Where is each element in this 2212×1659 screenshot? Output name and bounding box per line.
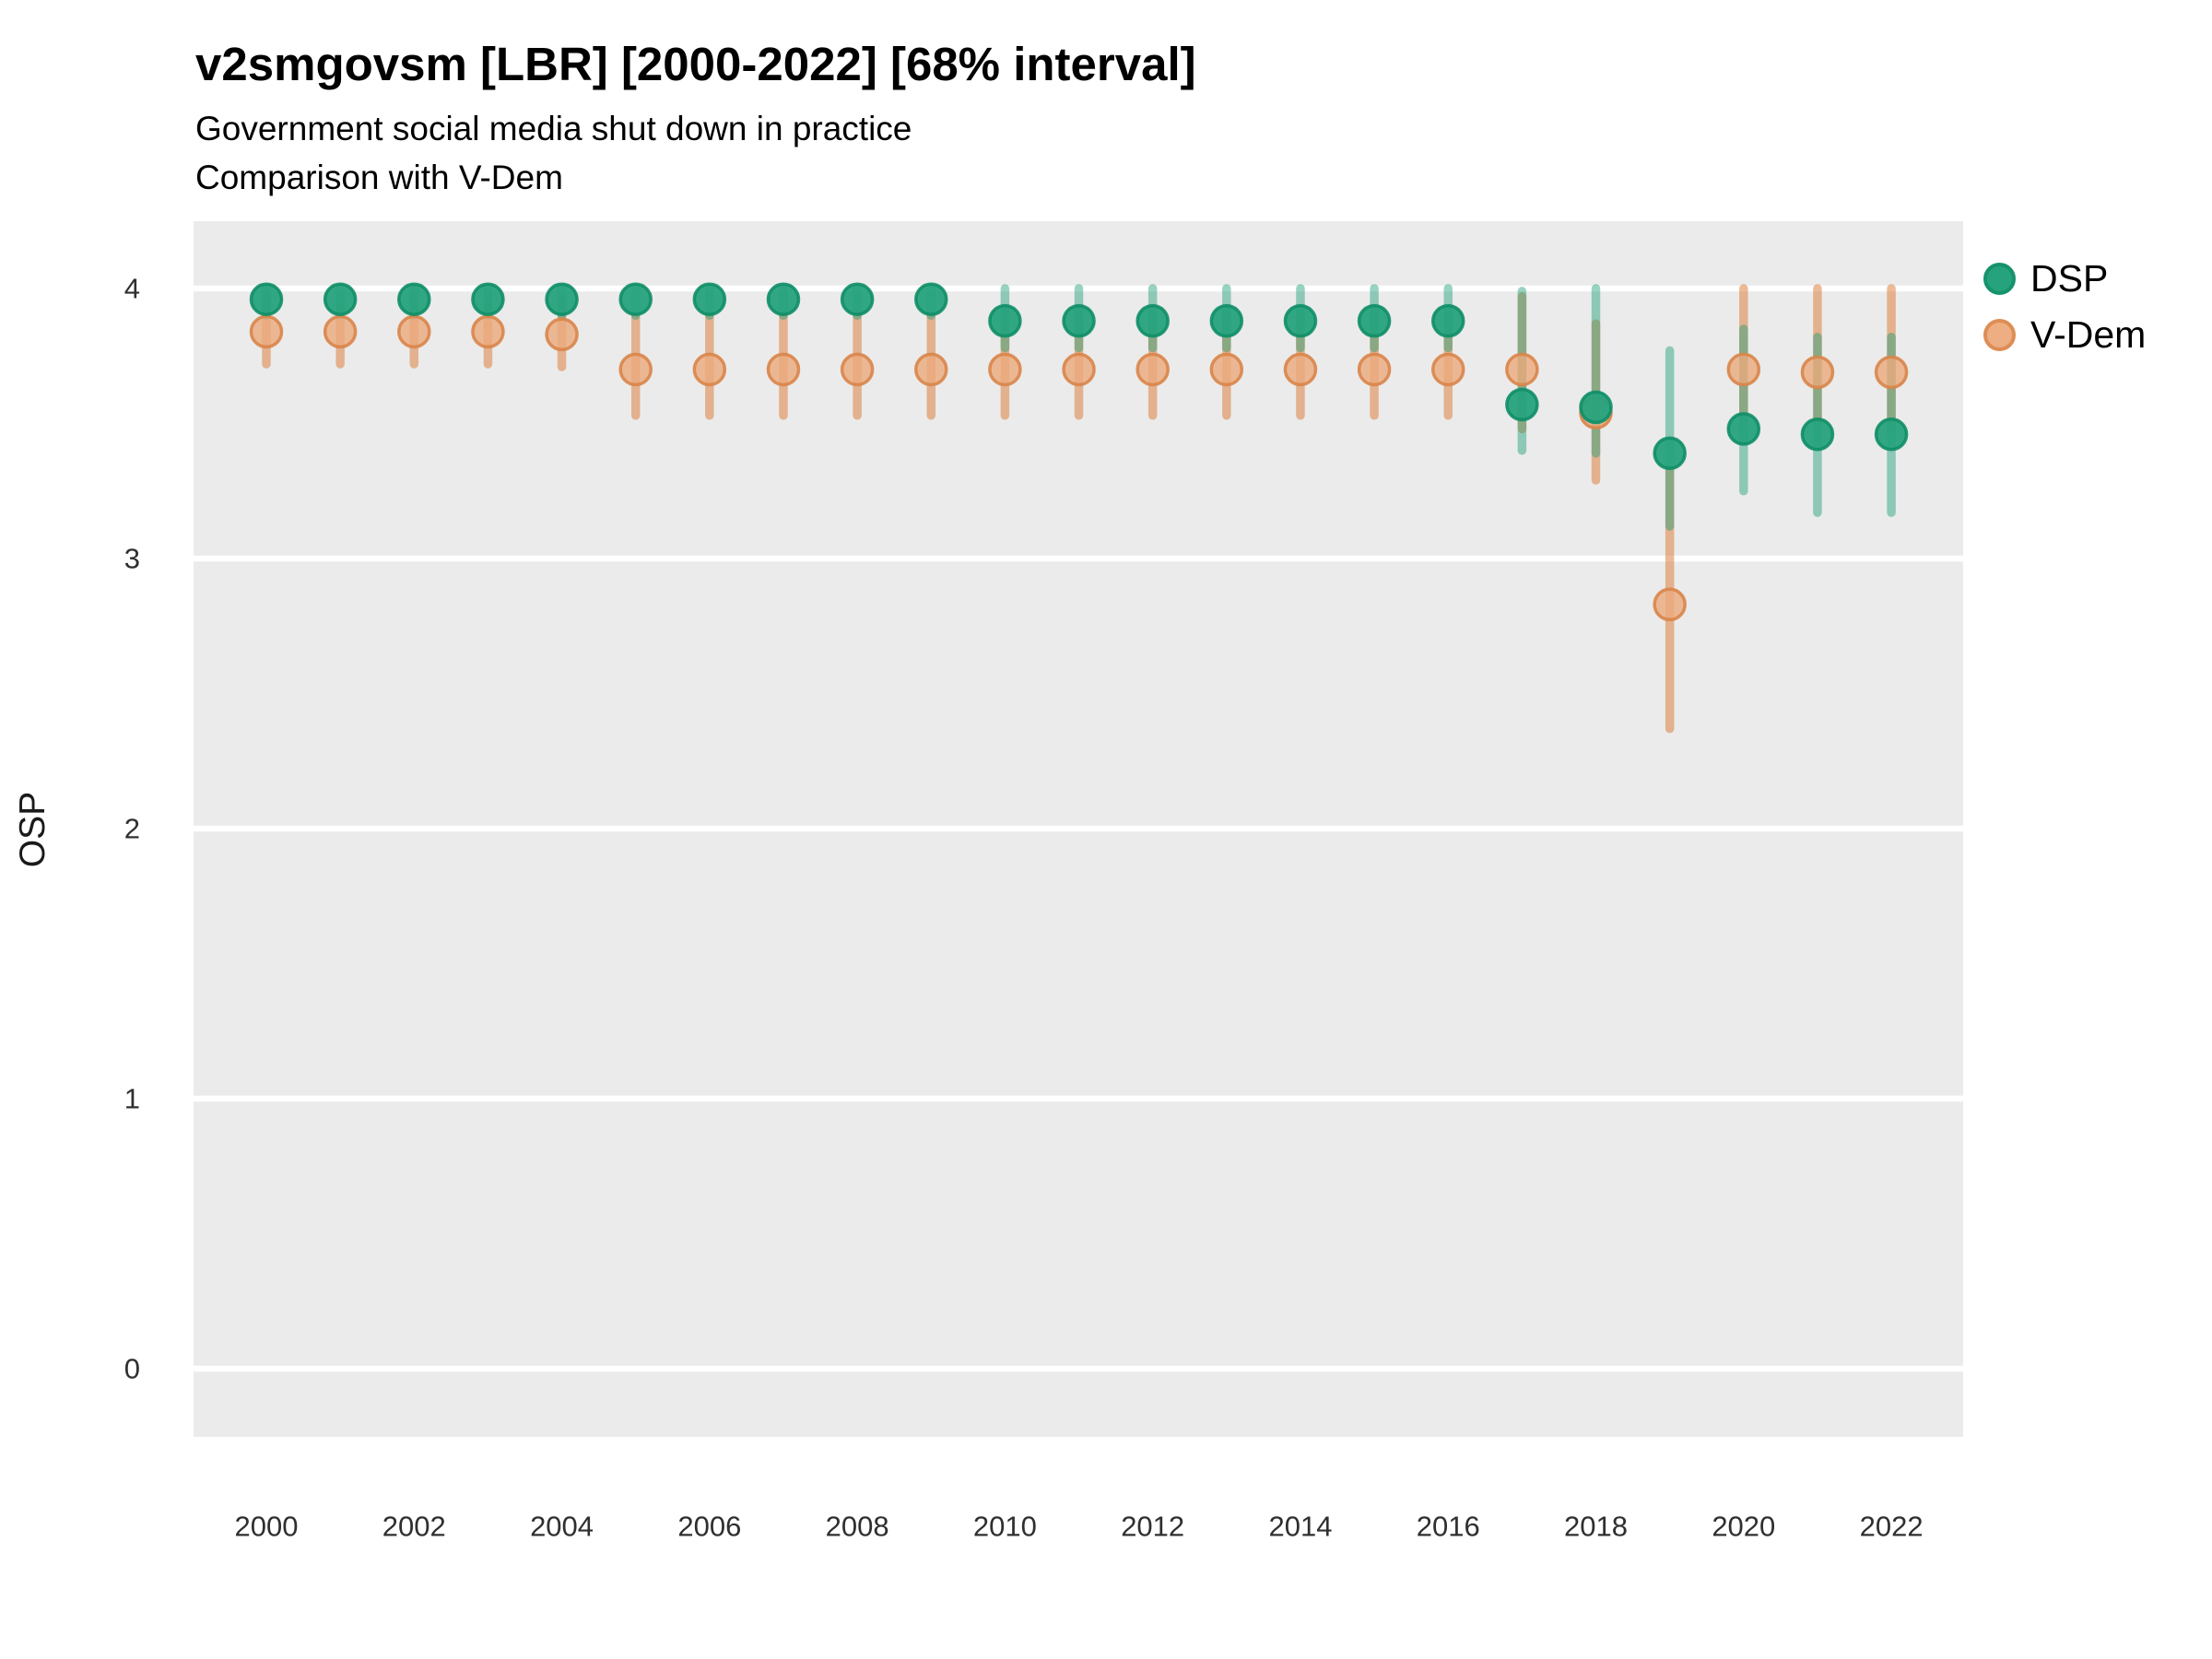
vdem-legend-dot-icon xyxy=(1983,319,2016,351)
v-dem-point xyxy=(1135,352,1170,387)
y-tick-label: 4 xyxy=(124,273,140,305)
v-dem-point xyxy=(471,314,505,349)
chart-header: v2smgovsm [LBR] [2000-2022] [68% interva… xyxy=(195,41,1196,88)
dsp-point xyxy=(249,282,284,316)
dsp-point xyxy=(988,303,1022,338)
legend-label-vdem: V-Dem xyxy=(2030,313,2147,356)
y-tick-label: 0 xyxy=(124,1353,140,1385)
dsp-point xyxy=(397,282,431,316)
legend-item-dsp: DSP xyxy=(1983,251,2146,307)
dsp-point xyxy=(1062,303,1096,338)
dsp-point xyxy=(1800,417,1835,452)
dsp-point xyxy=(545,282,579,316)
dsp-point xyxy=(766,282,801,316)
v-dem-point xyxy=(1430,352,1465,387)
v-dem-point xyxy=(1505,352,1539,387)
dsp-point xyxy=(323,282,358,316)
dsp-point xyxy=(1357,303,1392,338)
x-tick-label: 2012 xyxy=(1121,1511,1184,1543)
v-dem-point xyxy=(1653,587,1687,622)
v-dem-point xyxy=(1357,352,1392,387)
dsp-point xyxy=(692,282,727,316)
v-dem-point xyxy=(323,314,358,349)
v-dem-point xyxy=(618,352,653,387)
dsp-point xyxy=(1505,387,1539,422)
v-dem-point xyxy=(766,352,801,387)
dsp-point xyxy=(1283,303,1318,338)
v-dem-point xyxy=(397,314,431,349)
chart-subtitle: Government social media shut down in pra… xyxy=(195,110,912,147)
y-axis-tick-labels: 4 3 2 1 0 xyxy=(124,273,140,1385)
v-dem-point xyxy=(1800,355,1835,390)
v-dem-point xyxy=(988,352,1022,387)
v-dem-point xyxy=(1062,352,1096,387)
v-dem-point xyxy=(692,352,727,387)
dsp-point xyxy=(1135,303,1170,338)
y-tick-label: 3 xyxy=(124,543,140,575)
y-tick-label: 2 xyxy=(124,813,140,845)
x-tick-label: 2018 xyxy=(1564,1511,1628,1543)
legend: DSP V-Dem xyxy=(1983,251,2146,363)
x-tick-label: 2016 xyxy=(1417,1511,1480,1543)
x-tick-label: 2010 xyxy=(973,1511,1037,1543)
dsp-point xyxy=(1653,436,1687,470)
dsp-point xyxy=(840,282,875,316)
x-tick-label: 2008 xyxy=(826,1511,889,1543)
dsp-point xyxy=(1430,303,1465,338)
dsp-point xyxy=(618,282,653,316)
dsp-point xyxy=(471,282,505,316)
v-dem-point xyxy=(1283,352,1318,387)
x-tick-label: 2000 xyxy=(235,1511,299,1543)
data-points xyxy=(249,282,1909,622)
x-tick-label: 2004 xyxy=(530,1511,594,1543)
dsp-point xyxy=(1579,390,1613,425)
v-dem-point xyxy=(1726,352,1761,387)
legend-label-dsp: DSP xyxy=(2030,257,2109,300)
v-dem-point xyxy=(1874,355,1909,390)
dsp-point xyxy=(1874,417,1909,452)
x-tick-label: 2006 xyxy=(677,1511,741,1543)
v-dem-point xyxy=(1209,352,1244,387)
chart-title: v2smgovsm [LBR] [2000-2022] [68% interva… xyxy=(195,38,1196,90)
chart-subtitle-comparison: Comparison with V-Dem xyxy=(195,159,563,196)
x-tick-label: 2002 xyxy=(382,1511,446,1543)
x-axis-tick-labels: 2000 2002 2004 2006 2008 2010 2012 2014 2016 2018… xyxy=(235,1511,1924,1543)
legend-item-vdem: V-Dem xyxy=(1983,307,2146,363)
v-dem-point xyxy=(914,352,948,387)
dsp-legend-dot-icon xyxy=(1983,263,2016,295)
v-dem-point xyxy=(840,352,875,387)
dsp-point xyxy=(1209,303,1244,338)
y-axis-title: OSP xyxy=(13,792,53,867)
v-dem-point xyxy=(545,317,579,352)
y-tick-label: 1 xyxy=(124,1083,140,1115)
dsp-point xyxy=(914,282,948,316)
x-tick-label: 2020 xyxy=(1712,1511,1775,1543)
v-dem-point xyxy=(249,314,284,349)
x-tick-label: 2022 xyxy=(1860,1511,1924,1543)
x-tick-label: 2014 xyxy=(1268,1511,1332,1543)
dsp-point xyxy=(1726,412,1761,446)
